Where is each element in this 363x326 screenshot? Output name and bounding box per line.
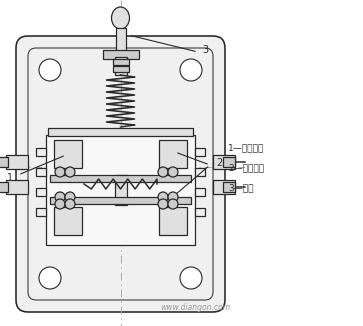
Bar: [195, 168, 205, 176]
Bar: [223, 157, 235, 167]
Circle shape: [180, 267, 202, 289]
Bar: [113, 66, 129, 72]
Text: 2: 2: [216, 158, 222, 168]
Bar: [213, 180, 235, 194]
Bar: [54, 207, 82, 235]
Circle shape: [39, 59, 61, 81]
FancyBboxPatch shape: [16, 36, 225, 312]
Bar: [0, 182, 8, 192]
Circle shape: [65, 192, 75, 202]
Text: 2—静触头；: 2—静触头；: [228, 164, 264, 172]
Text: 3: 3: [202, 45, 208, 55]
Circle shape: [65, 167, 75, 177]
Bar: [115, 28, 126, 53]
Bar: [102, 50, 139, 59]
Text: 1: 1: [7, 173, 13, 183]
Bar: [46, 135, 195, 245]
Bar: [195, 188, 205, 196]
Bar: [113, 59, 129, 65]
Circle shape: [55, 167, 65, 177]
Bar: [50, 175, 191, 182]
Bar: [36, 188, 46, 196]
Circle shape: [168, 192, 178, 202]
Circle shape: [39, 267, 61, 289]
Text: 1—动触头；: 1—动触头；: [228, 143, 264, 153]
Bar: [159, 140, 187, 168]
Circle shape: [158, 167, 168, 177]
Bar: [213, 155, 235, 169]
Bar: [114, 57, 126, 75]
Bar: [195, 148, 205, 156]
Bar: [6, 180, 28, 194]
Circle shape: [55, 192, 65, 202]
Bar: [36, 208, 46, 216]
Bar: [223, 182, 235, 192]
Circle shape: [180, 59, 202, 81]
Circle shape: [158, 192, 168, 202]
Bar: [6, 155, 28, 169]
Bar: [36, 148, 46, 156]
Circle shape: [168, 199, 178, 209]
Circle shape: [168, 167, 178, 177]
Bar: [114, 175, 126, 205]
Circle shape: [55, 199, 65, 209]
Bar: [159, 207, 187, 235]
Bar: [54, 140, 82, 168]
Circle shape: [158, 199, 168, 209]
Text: www.diangon.com: www.diangon.com: [160, 304, 230, 313]
Bar: [0, 157, 8, 167]
Bar: [36, 168, 46, 176]
Bar: [50, 197, 191, 204]
Circle shape: [65, 199, 75, 209]
Bar: [48, 128, 193, 136]
Text: 3—推杆: 3—推杆: [228, 184, 253, 192]
Ellipse shape: [111, 7, 130, 29]
Bar: [195, 208, 205, 216]
